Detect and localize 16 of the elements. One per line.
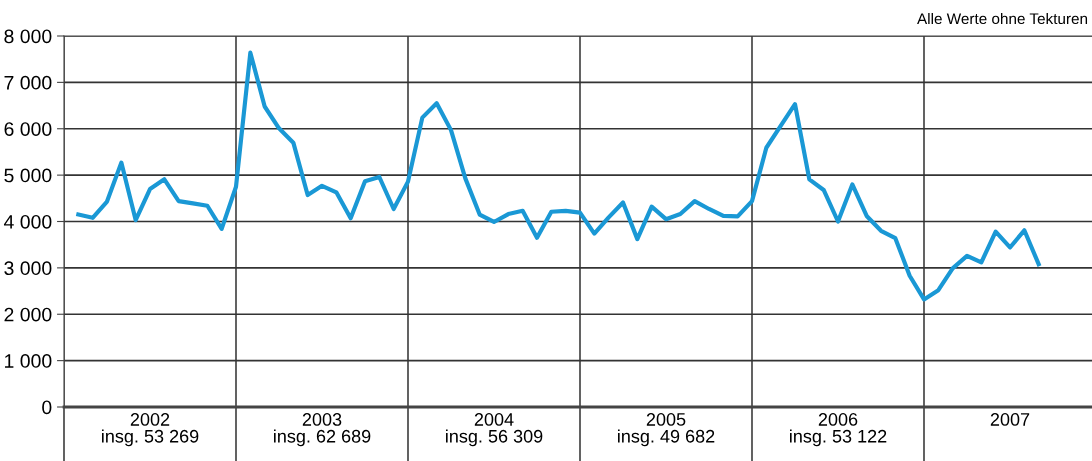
y-tick-label: 4 000: [3, 214, 52, 229]
x-tick-label: 2003 insg. 62 689: [274, 413, 371, 447]
x-tick-label: 2007: [990, 413, 1030, 426]
x-tick-label: 2005 insg. 49 682: [618, 413, 715, 447]
y-tick-label: 8 000: [4, 29, 52, 44]
x-tick-label: 2006 insg. 53 122: [790, 413, 887, 447]
x-tick-label: 2004 insg. 56 309: [446, 413, 543, 447]
y-tick-label: 2 000: [4, 307, 52, 322]
y-tick-label: 0: [42, 400, 52, 415]
y-tick-label: 7 000: [4, 75, 52, 90]
text: Alle Werte ohne Tekturen: [917, 12, 1088, 25]
y-tick-label: 5 000: [4, 168, 52, 183]
y-tick-label: 6 000: [4, 122, 52, 136]
y-tick-label: 3 000: [4, 261, 52, 276]
x-tick-label: 2002 insg. 53 269: [102, 413, 199, 447]
y-tick-label: 1 000: [5, 354, 52, 368]
